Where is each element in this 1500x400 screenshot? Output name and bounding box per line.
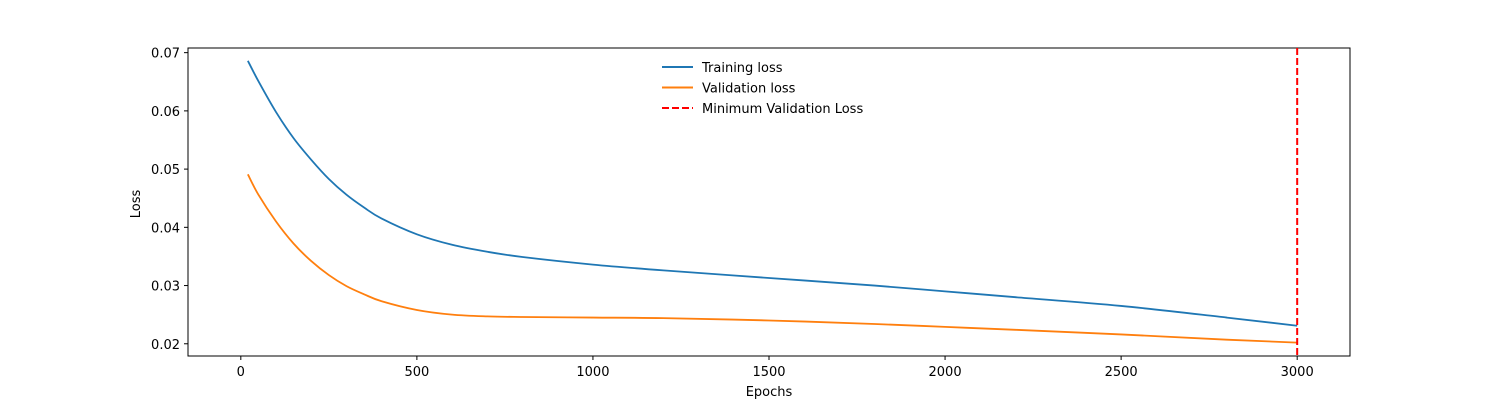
x-tick-label: 2500 (1105, 365, 1138, 380)
x-tick-label: 1000 (576, 365, 609, 380)
y-tick-label: 0.07 (151, 47, 180, 62)
x-tick-label: 2000 (929, 365, 962, 380)
y-tick-label: 0.05 (151, 163, 180, 178)
training-loss-line (247, 60, 1298, 327)
y-tick-label: 0.02 (151, 338, 180, 353)
legend-label-minimum-validation-loss: Minimum Validation Loss (702, 102, 863, 117)
validation-loss-line (247, 173, 1298, 344)
y-axis-label: Loss (129, 190, 144, 219)
x-tick-label: 500 (404, 365, 429, 380)
legend-label-training-loss: Training loss (701, 61, 783, 76)
x-tick-label: 3000 (1281, 365, 1314, 380)
x-axis: 0 500 1000 1500 2000 2500 3000 (237, 356, 1314, 380)
series-layer (247, 48, 1299, 356)
x-tick-label: 1500 (752, 365, 785, 380)
y-tick-label: 0.06 (151, 105, 180, 120)
y-tick-label: 0.04 (151, 221, 180, 236)
legend-label-validation-loss: Validation loss (702, 82, 796, 97)
y-tick-label: 0.03 (151, 280, 180, 295)
x-tick-label: 0 (237, 365, 245, 380)
x-axis-label: Epochs (746, 385, 793, 400)
y-axis: 0.02 0.03 0.04 0.05 0.06 0.07 (151, 47, 188, 353)
legend: Training loss Validation loss Minimum Vali… (662, 61, 863, 117)
